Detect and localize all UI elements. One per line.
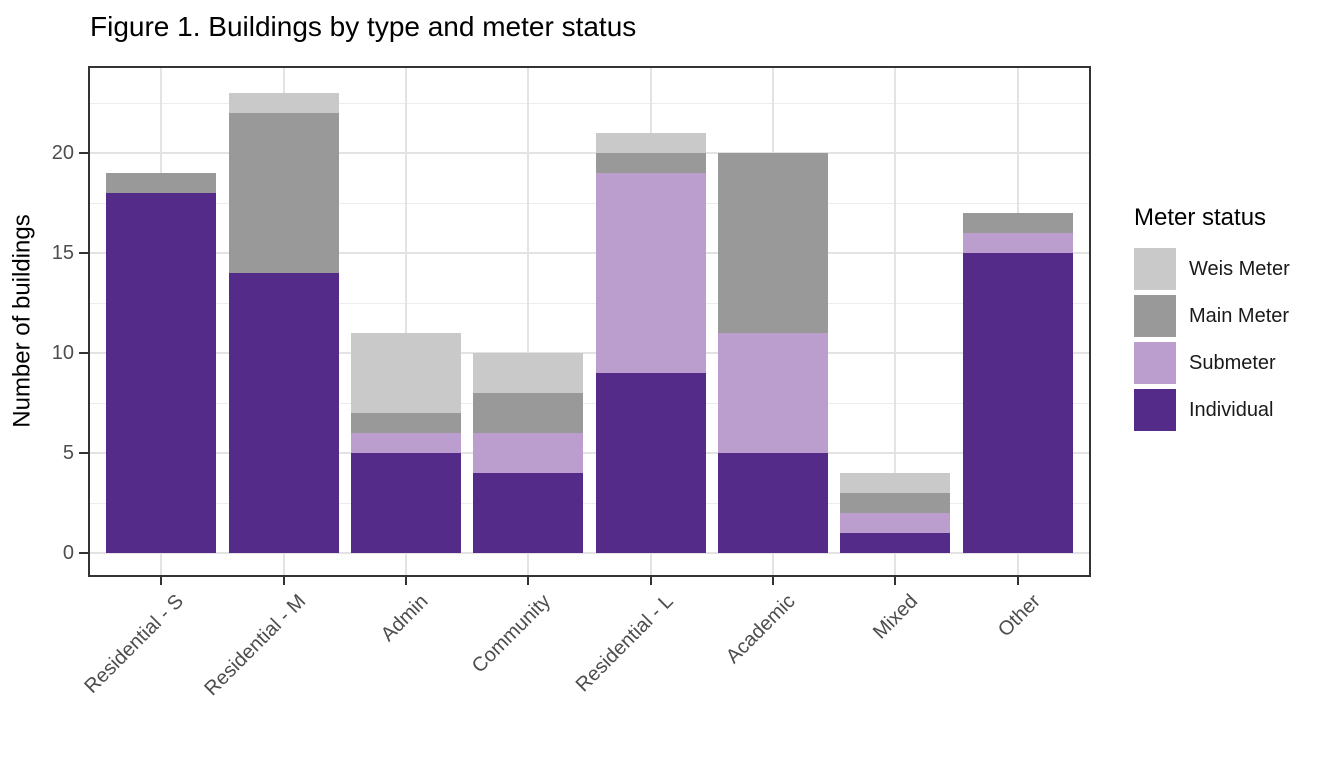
bar-segment-residential-m-weis-meter bbox=[228, 93, 339, 113]
gridline-h-minor bbox=[88, 202, 1091, 204]
bar-segment-residential-l-main-meter bbox=[595, 153, 706, 173]
chart-title: Figure 1. Buildings by type and meter st… bbox=[90, 11, 637, 42]
x-tick-label: Admin bbox=[377, 590, 433, 646]
legend-item-label: Submeter bbox=[1189, 351, 1276, 374]
bar-segment-academic-individual bbox=[717, 453, 828, 553]
bar-segment-mixed-individual bbox=[840, 533, 951, 553]
bar-segment-community-individual bbox=[473, 473, 584, 553]
legend: Meter status Weis Meter Main Meter Submete… bbox=[1134, 204, 1290, 436]
x-tick-mark bbox=[282, 577, 285, 585]
gridline-v-major bbox=[894, 66, 897, 577]
x-tick-mark bbox=[160, 577, 163, 585]
gridline-h-minor bbox=[88, 102, 1091, 104]
bar-segment-community-main-meter bbox=[473, 393, 584, 433]
gridline-v-major bbox=[527, 66, 530, 577]
legend-item-label: Main Meter bbox=[1189, 304, 1290, 327]
x-tick-mark bbox=[894, 577, 897, 585]
bar-segment-admin-submeter bbox=[351, 433, 462, 453]
legend-item: Individual bbox=[1134, 389, 1290, 431]
x-tick-label: Community bbox=[468, 590, 556, 678]
legend-item-label: Individual bbox=[1189, 398, 1274, 421]
bar-segment-community-weis-meter bbox=[473, 353, 584, 393]
gridline-h-major bbox=[88, 552, 1091, 554]
legend-item: Submeter bbox=[1134, 342, 1290, 384]
x-tick-mark bbox=[527, 577, 530, 585]
y-tick-label: 0 bbox=[62, 542, 74, 564]
y-tick-mark bbox=[79, 152, 88, 154]
legend-key-swatch bbox=[1134, 389, 1176, 431]
gridline-h-major bbox=[88, 252, 1091, 254]
legend-key-swatch bbox=[1134, 295, 1176, 337]
bar-segment-academic-submeter bbox=[717, 333, 828, 453]
bar-segment-residential-l-submeter bbox=[595, 173, 706, 373]
y-tick-label: 10 bbox=[51, 342, 74, 364]
x-tick-label: Residential - S bbox=[80, 590, 189, 698]
x-tick-mark bbox=[649, 577, 652, 585]
x-tick-label: Other bbox=[993, 590, 1045, 642]
bar-segment-residential-l-individual bbox=[595, 373, 706, 553]
x-tick-mark bbox=[405, 577, 408, 585]
bar-segment-residential-s-main-meter bbox=[106, 173, 217, 193]
legend-item: Main Meter bbox=[1134, 295, 1290, 337]
legend-items: Weis Meter Main Meter Submeter Individual bbox=[1134, 248, 1290, 431]
bar-segment-residential-s-individual bbox=[106, 193, 217, 553]
bar-segment-residential-m-individual bbox=[228, 273, 339, 553]
x-tick-mark bbox=[771, 577, 774, 585]
y-tick-label: 15 bbox=[51, 242, 74, 264]
gridline-h-minor bbox=[88, 502, 1091, 504]
bar-segment-community-submeter bbox=[473, 433, 584, 473]
bar-segment-residential-l-weis-meter bbox=[595, 133, 706, 153]
legend-item: Weis Meter bbox=[1134, 248, 1290, 290]
gridline-h-minor bbox=[88, 302, 1091, 304]
bar-segment-academic-main-meter bbox=[717, 153, 828, 333]
bar-segment-admin-main-meter bbox=[351, 413, 462, 433]
x-tick-label: Residential - M bbox=[200, 590, 311, 701]
x-tick-label: Mixed bbox=[868, 590, 923, 644]
bar-segment-other-submeter bbox=[962, 233, 1073, 253]
legend-title: Meter status bbox=[1134, 204, 1267, 231]
legend-item-label: Weis Meter bbox=[1189, 257, 1290, 280]
y-tick-mark bbox=[79, 352, 88, 354]
y-tick-mark bbox=[79, 252, 88, 254]
bar-segment-residential-m-main-meter bbox=[228, 113, 339, 273]
plot-panel bbox=[88, 66, 1091, 577]
gridline-h-major bbox=[88, 352, 1091, 354]
legend-key-swatch bbox=[1134, 342, 1176, 384]
bar-segment-mixed-weis-meter bbox=[840, 473, 951, 493]
bar-segment-admin-weis-meter bbox=[351, 333, 462, 413]
y-tick-label: 20 bbox=[51, 142, 74, 164]
gridline-h-major bbox=[88, 152, 1091, 154]
gridline-h-minor bbox=[88, 402, 1091, 404]
x-tick-label: Academic bbox=[722, 590, 800, 668]
legend-key-swatch bbox=[1134, 248, 1176, 290]
bar-segment-other-individual bbox=[962, 253, 1073, 553]
x-tick-label: Residential - L bbox=[571, 590, 678, 697]
y-tick-mark bbox=[79, 552, 88, 554]
bar-segment-admin-individual bbox=[351, 453, 462, 553]
y-tick-label: 5 bbox=[62, 442, 74, 464]
bar-segment-mixed-main-meter bbox=[840, 493, 951, 513]
bar-segment-mixed-submeter bbox=[840, 513, 951, 533]
y-tick-mark bbox=[79, 452, 88, 454]
x-tick-mark bbox=[1016, 577, 1019, 585]
bar-segment-other-main-meter bbox=[962, 213, 1073, 233]
gridline-v-major bbox=[405, 66, 408, 577]
gridline-h-major bbox=[88, 452, 1091, 454]
